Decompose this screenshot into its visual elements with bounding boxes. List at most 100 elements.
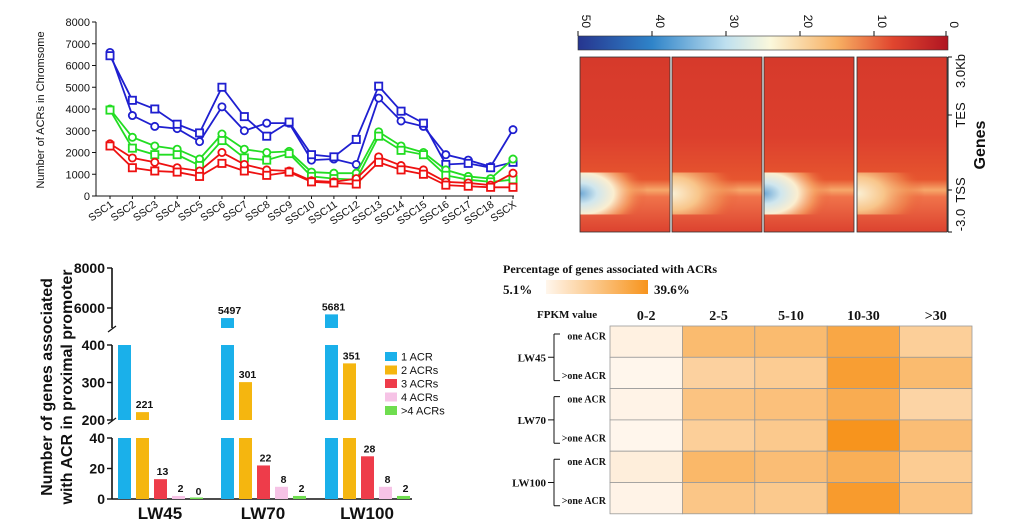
bar-ytick-label: 0	[97, 491, 105, 507]
fpkm-cell	[899, 325, 973, 358]
bar-ylabel-line2: with ACR in proximal promoter	[59, 270, 76, 506]
fpkm-cell	[899, 450, 973, 483]
fpkm-row-label: one ACR	[567, 457, 606, 468]
fpkm-cell	[826, 325, 901, 358]
line-point	[217, 82, 227, 92]
fpkm-group-label: LW100	[512, 478, 546, 490]
bar-value-label: 2	[403, 483, 409, 495]
legend-label: 4 ACRs	[401, 392, 439, 404]
fpkm-cell	[899, 419, 973, 452]
legend-label: 1 ACR	[401, 352, 433, 364]
fpkm-cell	[754, 388, 828, 421]
line-point	[284, 149, 294, 159]
fpkm-column-label: 2-5	[709, 309, 728, 324]
line-point	[262, 155, 272, 165]
line-point	[262, 147, 272, 157]
fpkm-cell	[682, 482, 756, 515]
line-point	[418, 169, 428, 179]
fpkm-cell	[609, 325, 683, 358]
fpkm-cell	[899, 356, 973, 389]
fpkm-cell	[682, 325, 756, 358]
heatmap-panels	[579, 56, 948, 233]
line-point	[418, 150, 428, 160]
line-point	[217, 158, 227, 168]
line-chart-series	[105, 47, 518, 192]
line-ytick-label: 8000	[66, 17, 90, 29]
fpkm-cell	[609, 356, 683, 389]
bar	[154, 479, 167, 499]
legend-label: >4 ACRs	[401, 406, 445, 418]
line-point	[374, 157, 384, 167]
line-point	[127, 95, 137, 105]
line-point	[127, 153, 137, 163]
line-point	[127, 111, 137, 121]
fpkm-table-cells	[609, 325, 973, 515]
heatmap-tss-signal	[672, 172, 740, 215]
bar-ytick-label: 40	[89, 430, 105, 446]
line-point	[105, 51, 115, 61]
fpkm-cell	[826, 482, 901, 515]
bar-value-label: 0	[196, 486, 202, 498]
heatmap-tss-signal	[580, 172, 648, 215]
line-point	[284, 117, 294, 127]
line-point	[396, 145, 406, 155]
fpkm-cell	[609, 388, 683, 421]
line-point	[150, 157, 160, 167]
fpkm-table-heatmap: Percentage of genes associated with ACRs…	[503, 262, 973, 515]
bar	[239, 438, 252, 499]
bar-category-label: LW45	[138, 504, 182, 523]
fpkm-cell	[754, 325, 828, 358]
fpkm-group-bracket	[548, 396, 560, 444]
fpkm-cell	[754, 482, 828, 515]
fpkm-cell	[826, 419, 901, 452]
bar-value-label: 5497	[218, 305, 242, 317]
fpkm-row-label: >one ACR	[562, 496, 607, 507]
bar	[275, 486, 288, 499]
line-ytick-label: 7000	[66, 39, 90, 51]
line-series-0	[109, 52, 514, 168]
fpkm-row-label: >one ACR	[562, 434, 607, 445]
bar-ytick-label: 400	[82, 337, 106, 353]
line-point	[195, 171, 205, 181]
fpkm-cell	[609, 482, 683, 515]
fpkm-cell	[754, 356, 828, 389]
line-point	[396, 106, 406, 116]
tss-heatmap: 50 40 30 20 10 0 3.0Kb TES TSS -3.0 Genes	[577, 15, 989, 233]
fpkm-row-label: >one ACR	[562, 371, 607, 382]
heatmap-right-tick-label: -3.0	[953, 209, 968, 231]
bar-value-label: 2	[299, 483, 305, 495]
fpkm-column-label: 5-10	[778, 309, 804, 324]
fpkm-group-label: LW70	[518, 415, 547, 427]
line-point	[284, 167, 294, 177]
bar	[239, 382, 252, 420]
line-point	[351, 134, 361, 144]
bar	[136, 412, 149, 420]
legend-label: 3 ACRs	[401, 379, 439, 391]
line-point	[172, 167, 182, 177]
fpkm-cell	[826, 356, 901, 389]
line-point	[150, 141, 160, 151]
bar	[118, 438, 131, 499]
bar	[172, 495, 185, 499]
line-point	[306, 150, 316, 160]
line-point	[508, 154, 518, 164]
line-ytick-label: 6000	[66, 61, 90, 73]
fpkm-column-label: 10-30	[847, 309, 880, 324]
bar-category-label: LW70	[241, 504, 285, 523]
bar	[379, 486, 392, 499]
fpkm-cell	[609, 450, 683, 483]
legend-swatch	[385, 352, 397, 361]
fpkm-cell	[754, 419, 828, 452]
line-point	[351, 179, 361, 189]
fpkm-cell	[826, 450, 901, 483]
bar	[397, 495, 410, 499]
heatmap-tss-signal	[857, 172, 925, 215]
line-point	[217, 102, 227, 112]
bar	[221, 345, 234, 420]
bar-ytick-label: 20	[89, 461, 105, 477]
bar-ytick-label: 300	[82, 375, 106, 391]
line-point	[351, 159, 361, 169]
fpkm-table-labels: 0-2 2-5 5-10 10-30 >30 one ACR >one ACR LW45 one…	[512, 309, 947, 507]
promoter-bar-chart: Number of genes associated with ACR in p…	[39, 260, 445, 523]
